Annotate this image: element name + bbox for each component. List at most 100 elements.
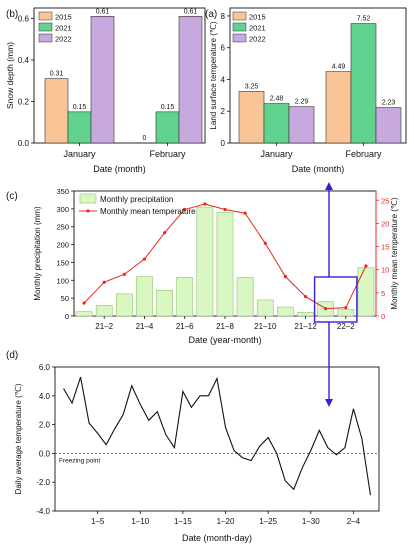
c-ytick-label: 300 [56,205,69,214]
d-temp-line [63,376,372,496]
d-xtick-label: 1–20 [217,517,235,526]
c-precip-bar [196,206,214,317]
c-y2tick-label: 20 [381,219,389,228]
d-ytick-label: 0.0 [39,449,51,458]
a-ytick-label: 6 [221,44,226,53]
c-y2tick-label: 15 [381,243,389,252]
b-xtick-label: February [149,149,186,159]
a-bar [263,103,290,144]
c-xtick-label: 21–12 [294,322,317,331]
b-data-label: 0.61 [184,8,198,15]
c-ytick-label: 200 [56,241,69,250]
d-xtick-label: 1–15 [174,517,192,526]
d-xtick-label: 1–10 [131,517,149,526]
c-xtick-label: 22–2 [337,322,355,331]
b-data-label: 0.15 [73,104,87,111]
a-ytick-label: 4 [221,75,226,84]
panel-d-frame [54,366,380,512]
c-precip-bar [95,304,113,317]
b-xlabel: Date (month) [93,164,146,174]
a-bar [288,106,315,144]
d-ytick-label: 6.0 [39,363,51,372]
c-temp-point [243,211,247,215]
b-bar [44,78,69,144]
d-ylabel: Daily average temperature (℃) [14,383,23,494]
b-ytick-label: 0.2 [18,97,30,106]
a-bar [238,91,265,144]
d-ytick-label: 4.0 [39,392,51,401]
a-legend-swatch [232,22,247,32]
c-precip-bar [337,309,355,317]
c-temp-point [344,306,348,310]
c-precip-bar [75,311,93,317]
b-ytick-label: 0.0 [18,139,30,148]
c-y2tick-label: 25 [381,196,389,205]
c-temp-point [303,294,308,299]
c-temp-point [263,241,267,245]
c-legend-label-precip: Monthly precipitation [100,195,173,204]
d-xtick-label: 1–30 [302,517,320,526]
c-precip-bar [216,212,234,317]
c-ytick-label: 100 [56,276,69,285]
a-legend-label: 2022 [249,35,266,44]
b-legend-label: 2015 [55,13,72,22]
c-highlight-box [313,276,358,323]
b-legend-label: 2021 [55,24,72,33]
a-legend-label: 2021 [249,24,266,33]
c-precip-bar [357,267,375,317]
c-y2tick-label: 5 [381,289,385,298]
a-legend-swatch [232,33,247,43]
b-xtick-label: January [63,149,96,159]
b-bar [67,111,92,144]
a-data-label: 2.23 [382,100,396,107]
b-bar [178,16,203,144]
c-xtick-label: 21–6 [176,322,194,331]
c-y2tick-label: 0 [381,312,385,321]
d-ytick-label: 2.0 [39,421,51,430]
c-temp-point [364,264,368,268]
d-xtick-label: 1–25 [259,517,277,526]
panel-tag-c: (c) [6,191,18,202]
c-ytick-label: 0 [65,312,69,321]
panel-tag-a: (a) [205,9,217,20]
a-ytick-label: 8 [221,12,226,21]
c-temp-point [142,257,147,261]
b-legend-label: 2022 [55,35,72,44]
b-legend-swatch [38,11,53,21]
a-data-label: 2.48 [270,96,284,103]
b-legend-swatch [38,22,53,32]
a-data-label: 3.25 [245,83,259,90]
c-ytick-label: 50 [61,294,69,303]
d-ytick-label: -2.0 [36,478,50,487]
a-legend-label: 2015 [249,13,266,22]
d-xlabel: Date (month-day) [182,533,252,543]
c-y2tick-label: 10 [381,266,389,275]
a-legend-swatch [232,11,247,21]
d-ytick-label: -4.0 [36,507,50,516]
c-temp-point [102,280,106,284]
a-ytick-label: 0 [221,139,226,148]
b-ylabel: Snow depth (mm) [5,42,15,109]
c-temp-point [163,231,167,235]
c-precip-bar [176,277,194,317]
c-ytick-label: 350 [56,187,69,196]
c-precip-bar [256,299,274,317]
b-bar [155,111,180,144]
b-legend-swatch [38,33,53,43]
c-legend-marker-temp [86,209,90,213]
c-ylabel: Monthly precipitation (mm) [33,206,42,301]
c-xtick-label: 21–4 [136,322,154,331]
c-precip-bar [277,306,294,317]
a-bar [350,23,377,144]
panel-tag-b: (b) [6,9,18,20]
a-xtick-label: February [345,149,382,159]
a-data-label: 2.29 [295,99,309,106]
c-precip-bar [136,276,153,317]
c-temp-point [122,272,126,276]
a-ytick-label: 2 [221,107,226,116]
panel-b-frame [33,7,206,144]
d-xtick-label: 2–4 [347,517,361,526]
a-xtick-label: January [260,149,293,159]
a-xlabel: Date (month) [292,164,345,174]
